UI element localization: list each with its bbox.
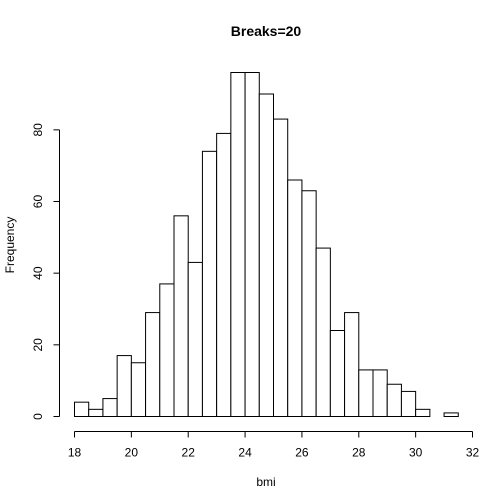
x-tick-label: 30: [409, 446, 423, 460]
histogram-bar: [102, 398, 118, 418]
y-tick-label: 40: [31, 266, 45, 280]
x-tick-label: 20: [125, 446, 139, 460]
histogram-bar: [116, 355, 132, 418]
x-tick-label: 32: [466, 446, 480, 460]
histogram-bar: [216, 132, 232, 418]
histogram-bar: [88, 408, 104, 418]
histogram-bar: [173, 215, 189, 417]
histogram-bar: [258, 93, 274, 417]
histogram-bar: [145, 312, 161, 418]
y-axis: 0 20 40 60 80: [31, 123, 60, 420]
chart-title: Breaks=20: [231, 23, 302, 39]
x-tick-label: 28: [352, 446, 366, 460]
histogram-bar: [287, 179, 303, 417]
histogram-bar: [74, 401, 90, 417]
histogram-bar: [159, 283, 175, 417]
histogram-bar: [443, 412, 459, 417]
y-axis-label: Frequency: [3, 217, 17, 274]
histogram-bar: [201, 150, 218, 417]
y-tick-label: 60: [31, 195, 45, 209]
histogram-bar: [187, 261, 203, 417]
x-tick-label: 18: [68, 446, 82, 460]
x-axis-label: bmi: [256, 475, 275, 489]
histogram-bar: [358, 369, 374, 417]
bars-group: [74, 72, 459, 418]
histogram-bar: [400, 390, 417, 417]
histogram-bar: [344, 312, 360, 418]
histogram-bar: [415, 408, 431, 418]
y-tick-label: 20: [31, 338, 45, 352]
histogram-bar: [301, 190, 317, 417]
histogram-bar: [244, 72, 260, 417]
histogram-bar: [329, 330, 346, 417]
histogram-bar: [230, 72, 246, 417]
histogram-bar: [315, 247, 331, 417]
x-tick-label: 22: [182, 446, 196, 460]
x-axis: 18 20 22 24 26 28 30 32: [68, 431, 480, 460]
histogram-bar: [386, 383, 402, 417]
x-tick-label: 24: [238, 446, 252, 460]
histogram-bar: [273, 118, 289, 417]
histogram-bar: [372, 369, 388, 417]
y-tick-label: 80: [31, 123, 45, 137]
y-tick-label: 0: [31, 413, 45, 420]
x-tick-label: 26: [295, 446, 309, 460]
histogram-bar: [130, 362, 147, 417]
